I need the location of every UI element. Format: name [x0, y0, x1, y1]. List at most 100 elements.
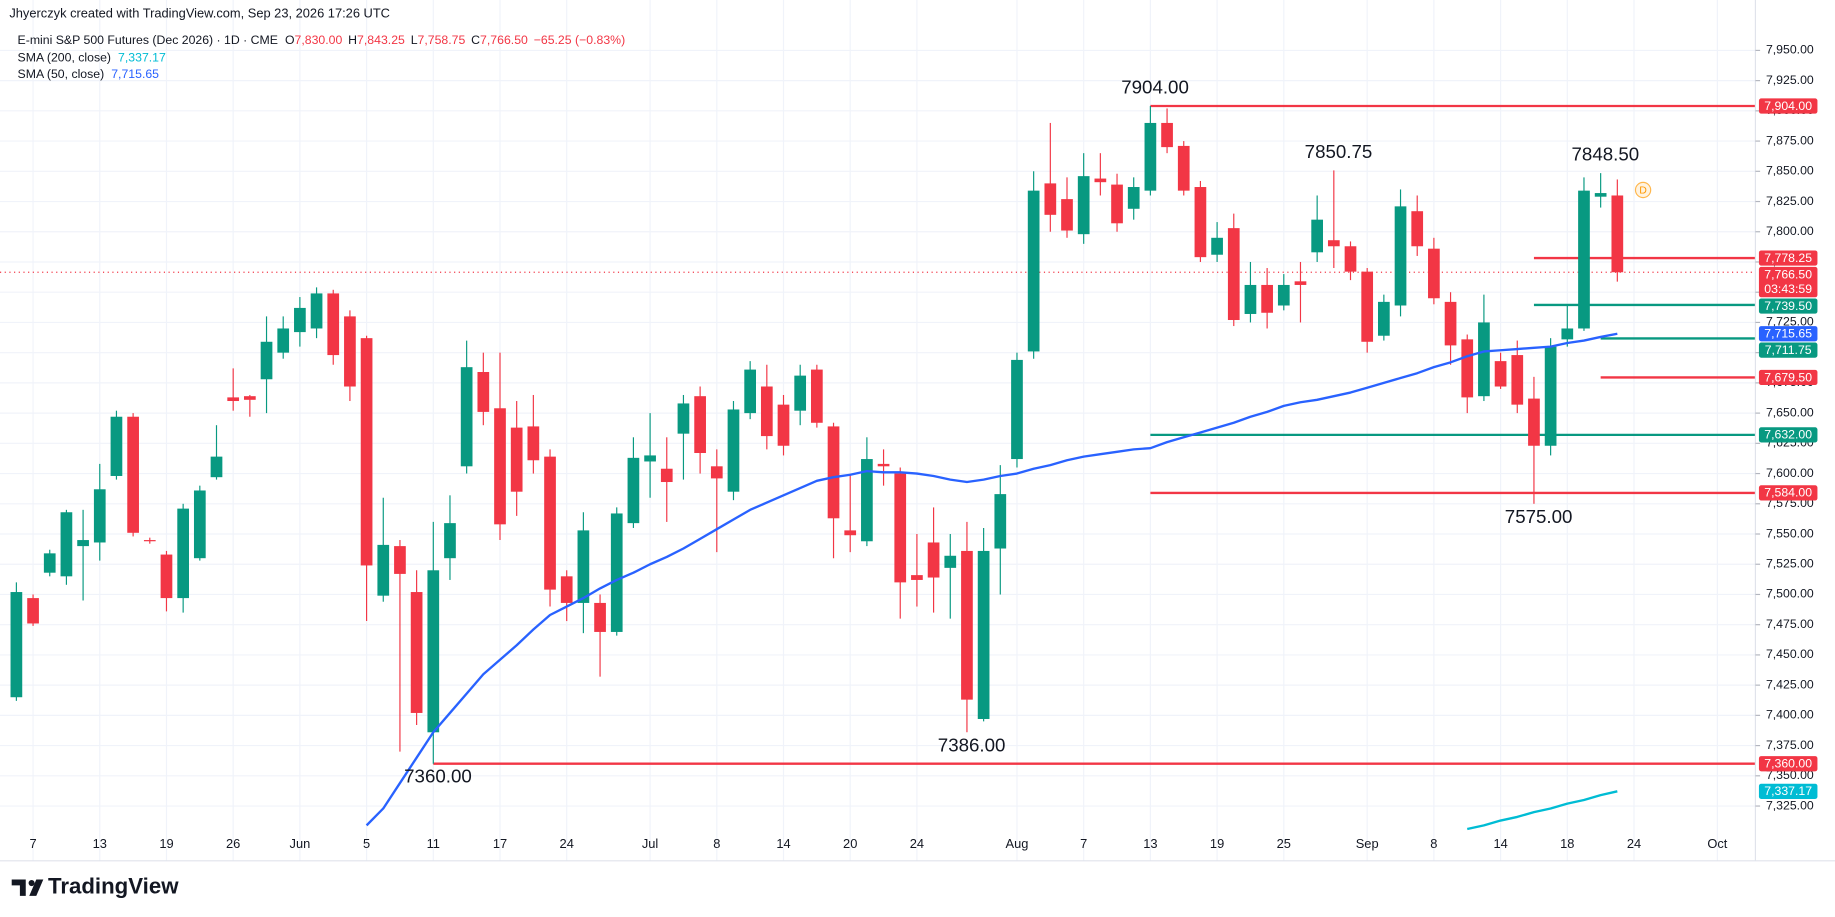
ohlc-key: O: [285, 33, 295, 47]
price-tag-label: 7,632.00: [1764, 428, 1812, 442]
candle-body: [427, 570, 440, 733]
y-tick-label: 7,425.00: [1766, 677, 1814, 691]
x-tick-label: Jul: [642, 836, 658, 851]
sma-line: [365, 332, 1618, 827]
candle-body: [1528, 398, 1540, 446]
sma-value: 7,337.17: [118, 51, 166, 65]
candle-body: [93, 489, 106, 543]
x-tick-label: 19: [159, 836, 173, 851]
countdown: 03:43:59: [1764, 282, 1812, 296]
candle-body: [143, 540, 156, 542]
candle-body: [1544, 346, 1557, 446]
candle-body: [877, 463, 890, 467]
candle-body: [594, 602, 606, 632]
y-tick-label: 7,350.00: [1766, 768, 1814, 782]
x-tick-label: 24: [560, 836, 574, 851]
x-tick-label: 13: [1143, 836, 1157, 851]
price-tag: [1758, 266, 1818, 298]
candle-body: [294, 307, 306, 333]
candle-body: [127, 416, 139, 533]
grid: [0, 0, 1756, 861]
y-tick-label: 7,875.00: [1766, 133, 1814, 147]
candle-body: [927, 542, 940, 578]
brand: TradingView: [48, 874, 179, 899]
candle-body: [1194, 187, 1207, 258]
x-tick-label: 13: [93, 836, 107, 851]
candle-body: [844, 530, 857, 536]
price-tag: [1758, 250, 1818, 266]
candle-body: [1277, 284, 1290, 306]
candle-body: [1011, 359, 1023, 460]
symbol-legend: E-mini S&P 500 Futures (Dec 2026) · 1D ·…: [18, 33, 626, 47]
x-tick-label: 26: [226, 836, 240, 851]
candle-body: [43, 553, 56, 573]
candle-body: [494, 408, 506, 525]
ohlc-value: 7,758.75: [418, 33, 466, 47]
candle-body: [660, 468, 673, 483]
price-tag: [1758, 98, 1818, 114]
x-tick-label: 14: [1493, 836, 1507, 851]
candle-body: [560, 576, 573, 603]
candle-body: [527, 426, 540, 461]
candle-body: [1361, 271, 1374, 342]
candle-body: [410, 592, 423, 713]
x-tick-label: 5: [363, 836, 370, 851]
candle-body: [1478, 322, 1490, 397]
candle-body: [1027, 190, 1040, 352]
price-tag: [1758, 298, 1818, 314]
y-tick-label: 7,325.00: [1766, 798, 1814, 812]
candle-body: [944, 555, 957, 568]
price-tag: [1758, 342, 1818, 358]
candle-body: [210, 456, 223, 478]
price-tag-label: 7,679.50: [1764, 370, 1812, 384]
x-tick-label: 24: [910, 836, 924, 851]
price-tag-label: 7,766.50: [1764, 267, 1812, 281]
candle-body: [1094, 178, 1107, 183]
overlays: [365, 332, 1618, 831]
candle-body: [627, 457, 640, 524]
candle-body: [477, 372, 490, 412]
price-tag-label: 7,715.65: [1764, 327, 1812, 341]
change: −65.25 (−0.83%): [534, 33, 625, 47]
candle-body: [794, 375, 807, 411]
candle-body: [1511, 355, 1524, 405]
brand-logo: [11, 879, 44, 896]
candle-body: [310, 293, 323, 329]
candle-body: [961, 550, 973, 700]
candle-body: [1294, 281, 1307, 285]
candle-body: [1378, 301, 1390, 336]
price-annotation: 7386.00: [938, 734, 1006, 755]
ohlc-key: L: [411, 33, 418, 47]
price-tag-label: 7,584.00: [1764, 486, 1812, 500]
y-tick-label: 7,550.00: [1766, 526, 1814, 540]
y-tick-label: 7,400.00: [1766, 708, 1814, 722]
y-tick-label: 7,525.00: [1766, 556, 1814, 570]
candle-body: [327, 293, 340, 356]
y-tick-label: 7,850.00: [1766, 164, 1814, 178]
candle-body: [27, 598, 39, 624]
candle-body: [1428, 248, 1440, 299]
candle-body: [177, 508, 190, 599]
candle-body: [911, 575, 923, 580]
candle-body: [1144, 122, 1157, 191]
y-tick-label: 7,950.00: [1766, 43, 1814, 57]
candle-body: [894, 473, 907, 583]
candle-body: [1261, 284, 1273, 313]
candle-body: [344, 316, 356, 387]
candle-body: [277, 328, 290, 353]
levels: [0, 104, 1756, 765]
candle-body: [727, 409, 740, 492]
price-annotation: 7850.75: [1305, 141, 1373, 162]
price-tag-label: 7,904.00: [1764, 99, 1812, 113]
candle-body: [977, 550, 990, 719]
badge: D: [1639, 184, 1647, 196]
price-tag: [1758, 369, 1818, 386]
candle-body: [994, 494, 1007, 549]
candle-body: [1327, 240, 1340, 247]
candle-body: [710, 466, 723, 479]
candle-body: [677, 403, 690, 434]
candle-body: [777, 404, 790, 446]
x-tick-label: Sep: [1356, 836, 1379, 851]
